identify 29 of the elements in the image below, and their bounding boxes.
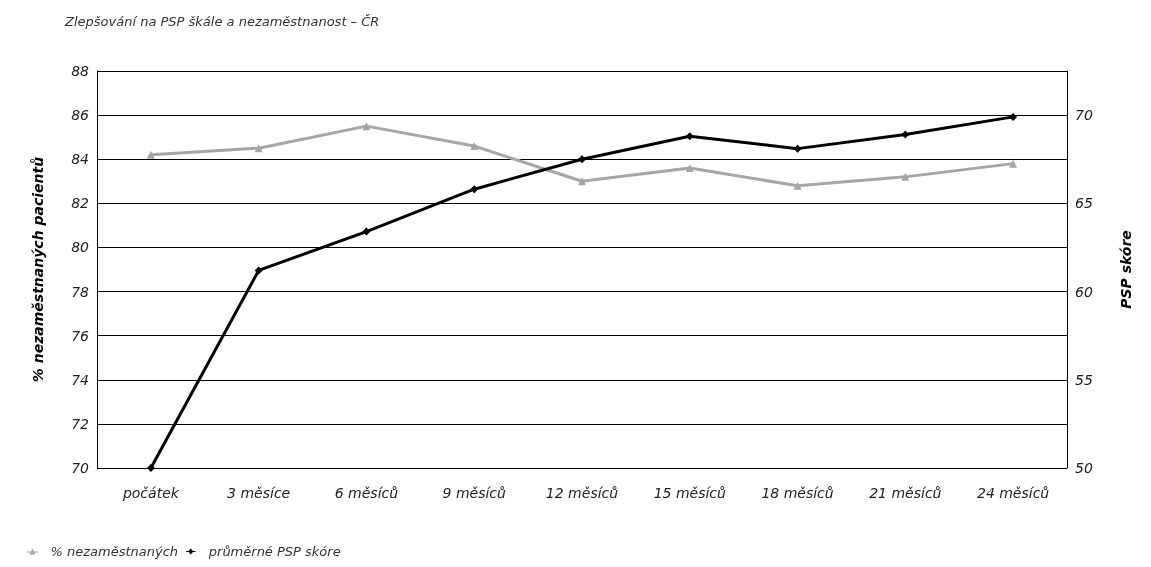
chart-title: Zlepšování na PSP škále a nezaměstnanost – ČR	[64, 14, 380, 29]
y2-axis-title: PSP skóre	[1118, 230, 1134, 309]
y-axis-title: % nezaměstnaných pacientů	[30, 156, 46, 383]
y2-tick-label: 55	[1075, 371, 1093, 388]
y2-tick-label: 65	[1075, 195, 1093, 212]
y-tick-label: 80	[71, 239, 90, 256]
x-tick-label: 3 měsíce	[227, 485, 291, 501]
legend-label: průměrné PSP skóre	[207, 544, 341, 559]
x-tick-label: počátek	[121, 485, 180, 501]
x-tick-label: 6 měsíců	[334, 485, 399, 501]
y-tick-label: 74	[71, 371, 89, 388]
y-tick-label: 86	[71, 107, 90, 124]
y-tick-label: 70	[71, 460, 90, 476]
x-tick-label: 9 měsíců	[442, 485, 507, 501]
y-tick-label: 72	[71, 415, 90, 432]
y-tick-label: 88	[71, 63, 90, 79]
x-tick-label: 15 měsíců	[653, 485, 727, 501]
y-tick-label: 82	[71, 195, 90, 212]
y-tick-label: 76	[71, 327, 90, 344]
x-tick-label: 12 měsíců	[545, 485, 619, 501]
legend-label: % nezaměstnaných	[50, 544, 179, 559]
y2-tick-label: 70	[1075, 107, 1093, 124]
x-tick-label: 21 měsíců	[869, 485, 942, 501]
x-tick-label: 18 měsíců	[761, 485, 834, 501]
x-tick-label: 24 měsíců	[976, 485, 1050, 501]
y-tick-label: 78	[71, 283, 90, 300]
y2-tick-label: 50	[1075, 460, 1093, 476]
y2-tick-label: 60	[1075, 283, 1093, 300]
y-tick-label: 84	[71, 151, 89, 168]
